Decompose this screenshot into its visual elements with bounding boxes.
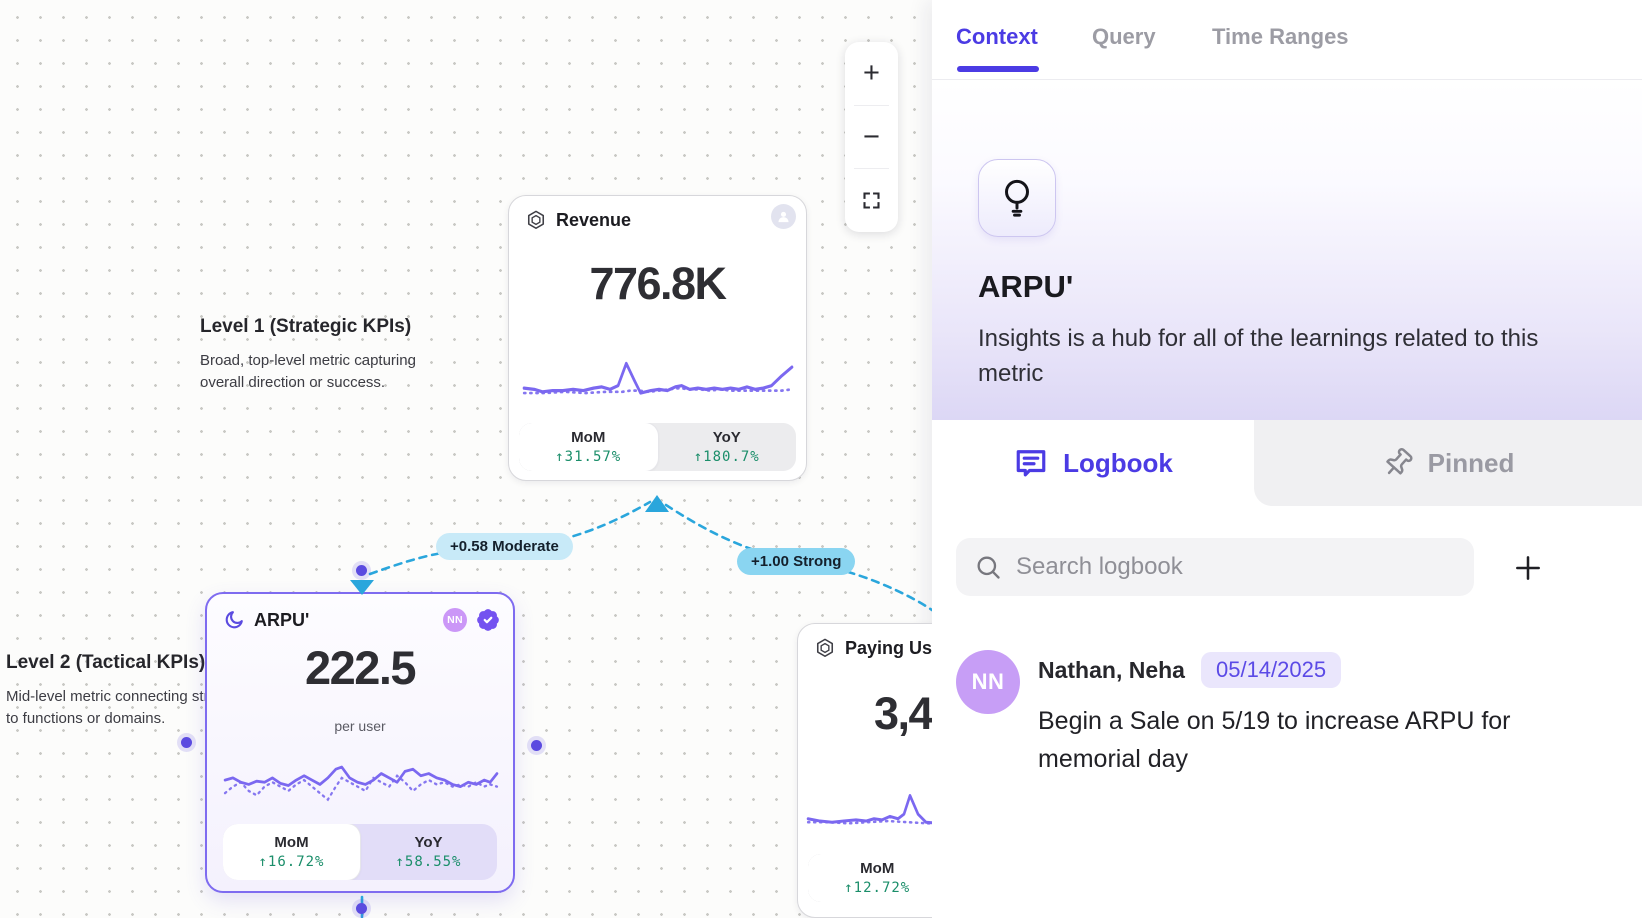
logbook-entry[interactable]: NN Nathan, Neha 05/14/2025 Begin a Sale … <box>956 646 1616 778</box>
metric-value: 776.8K <box>589 258 727 309</box>
yoy-value: ↑58.55% <box>395 854 462 870</box>
pin-icon <box>1375 440 1420 485</box>
entry-text: Begin a Sale on 5/19 to increase ARPU fo… <box>1038 707 1511 773</box>
metric-description: Insights is a hub for all of the learnin… <box>978 325 1539 387</box>
yoy-value: ↑180.7% <box>693 449 760 465</box>
tab-pinned[interactable]: Pinned <box>1254 420 1642 506</box>
level1-title: Level 1 (Strategic KPIs) <box>200 316 412 337</box>
add-logbook-entry-button[interactable] <box>1510 550 1546 586</box>
yoy-label: YoY <box>712 429 741 446</box>
arpu-right-anchor[interactable] <box>531 740 542 751</box>
stats-footer: MoM ↑12.72% <box>808 854 932 902</box>
level2-title: Level 2 (Tactical KPIs) <box>6 652 206 673</box>
metric-tree-canvas[interactable]: Level 1 (Strategic KPIs) Broad, top-leve… <box>0 0 932 918</box>
verified-badge-check-icon[interactable] <box>475 607 501 633</box>
lightbulb-icon <box>996 175 1038 221</box>
level1-description: Broad, top-level metric capturing overal… <box>200 352 416 391</box>
zoom-out-button[interactable]: − <box>863 120 880 153</box>
yoy-stat[interactable]: YoY ↑180.7% <box>658 423 797 471</box>
context-panel: Context Query Time Ranges ARPU' Insights… <box>932 0 1642 918</box>
mom-label: MoM <box>571 429 606 446</box>
sparkline <box>522 361 794 395</box>
card-title: Revenue <box>556 209 632 230</box>
tab-time-ranges[interactable]: Time Ranges <box>1212 24 1349 49</box>
zoom-in-button[interactable]: + <box>863 56 880 89</box>
tab-logbook[interactable]: Logbook <box>932 420 1254 506</box>
metric-card-revenue[interactable]: Revenue 776.8K MoM ↑31.57% YoY ↑180.7% <box>508 195 807 481</box>
mom-value: ↑31.57% <box>555 449 622 465</box>
logbook-pinned-tabs: Logbook Pinned <box>932 420 1642 506</box>
fullscreen-icon <box>861 190 882 211</box>
search-icon <box>974 553 1002 581</box>
assignee-avatar-icon[interactable] <box>771 204 796 229</box>
card-title: ARPU' <box>254 609 310 630</box>
plus-icon <box>1512 552 1544 584</box>
metric-unit: per user <box>334 718 386 734</box>
entry-avatar: NN <box>956 650 1020 714</box>
logbook-label: Logbook <box>1063 447 1173 478</box>
hexagon-icon <box>814 637 836 659</box>
moon-icon <box>223 609 245 631</box>
hexagon-icon <box>525 209 547 231</box>
canvas-zoom-toolbar: + − <box>845 42 898 232</box>
metric-icon-tile <box>978 159 1056 237</box>
search-input[interactable] <box>1016 553 1456 581</box>
fit-view-button[interactable] <box>845 169 898 232</box>
arpu-top-anchor[interactable] <box>356 565 367 576</box>
stats-footer: MoM ↑16.72% YoY ↑58.55% <box>223 824 497 880</box>
edge-label-strong[interactable]: +1.00 Strong <box>737 548 856 575</box>
sparkline <box>806 794 932 825</box>
metric-card-arpu[interactable]: ARPU' NN 222.5 per user MoM ↑16.72% <box>205 592 515 893</box>
entry-author: Nathan, Neha <box>1038 656 1185 683</box>
metric-card-paying-users[interactable]: Paying Users' 3,49 users MoM ↑12.72% <box>797 623 932 918</box>
divider <box>854 104 889 106</box>
tab-context[interactable]: Context <box>956 24 1038 49</box>
arpu-bottom-anchor[interactable] <box>356 903 367 914</box>
edge-label-moderate[interactable]: +0.58 Moderate <box>436 533 573 560</box>
mom-stat[interactable]: MoM ↑31.57% <box>519 423 658 471</box>
pinned-label: Pinned <box>1427 447 1515 478</box>
arpu-left-anchor[interactable] <box>181 737 192 748</box>
sparkline <box>223 765 499 802</box>
assignee-badge[interactable]: NN <box>443 608 467 632</box>
level1-annotation: Level 1 (Strategic KPIs) Broad, top-leve… <box>200 316 438 394</box>
logbook-search <box>956 538 1474 596</box>
card-title: Paying Users' <box>845 637 932 658</box>
level2-description: Mid-level metric connecting strategy to … <box>6 688 246 727</box>
mom-value: ↑16.72% <box>258 854 325 870</box>
metric-value: 3,49 <box>874 688 932 739</box>
yoy-stat[interactable]: YoY ↑58.55% <box>360 824 497 880</box>
tab-query[interactable]: Query <box>1092 24 1156 49</box>
yoy-label: YoY <box>414 834 443 851</box>
mom-value: ↑12.72% <box>844 880 911 896</box>
mom-stat[interactable]: MoM ↑12.72% <box>808 854 932 902</box>
mom-stat[interactable]: MoM ↑16.72% <box>223 824 360 880</box>
level2-annotation: Level 2 (Tactical KPIs) Mid-level metric… <box>6 652 258 730</box>
metric-value: 222.5 <box>304 641 417 694</box>
mom-label: MoM <box>274 834 309 851</box>
active-tab-indicator <box>957 66 1039 72</box>
message-square-icon <box>1013 445 1049 481</box>
metric-context-header: ARPU' Insights is a hub for all of the l… <box>932 81 1642 420</box>
divider <box>854 168 889 170</box>
metric-title: ARPU' <box>978 269 1074 304</box>
arrowhead-into-revenue <box>645 495 669 512</box>
mom-label: MoM <box>860 860 895 877</box>
entry-date-badge: 05/14/2025 <box>1200 652 1342 688</box>
stats-footer: MoM ↑31.57% YoY ↑180.7% <box>519 423 796 471</box>
panel-tabs-bar: Context Query Time Ranges <box>932 0 1642 80</box>
